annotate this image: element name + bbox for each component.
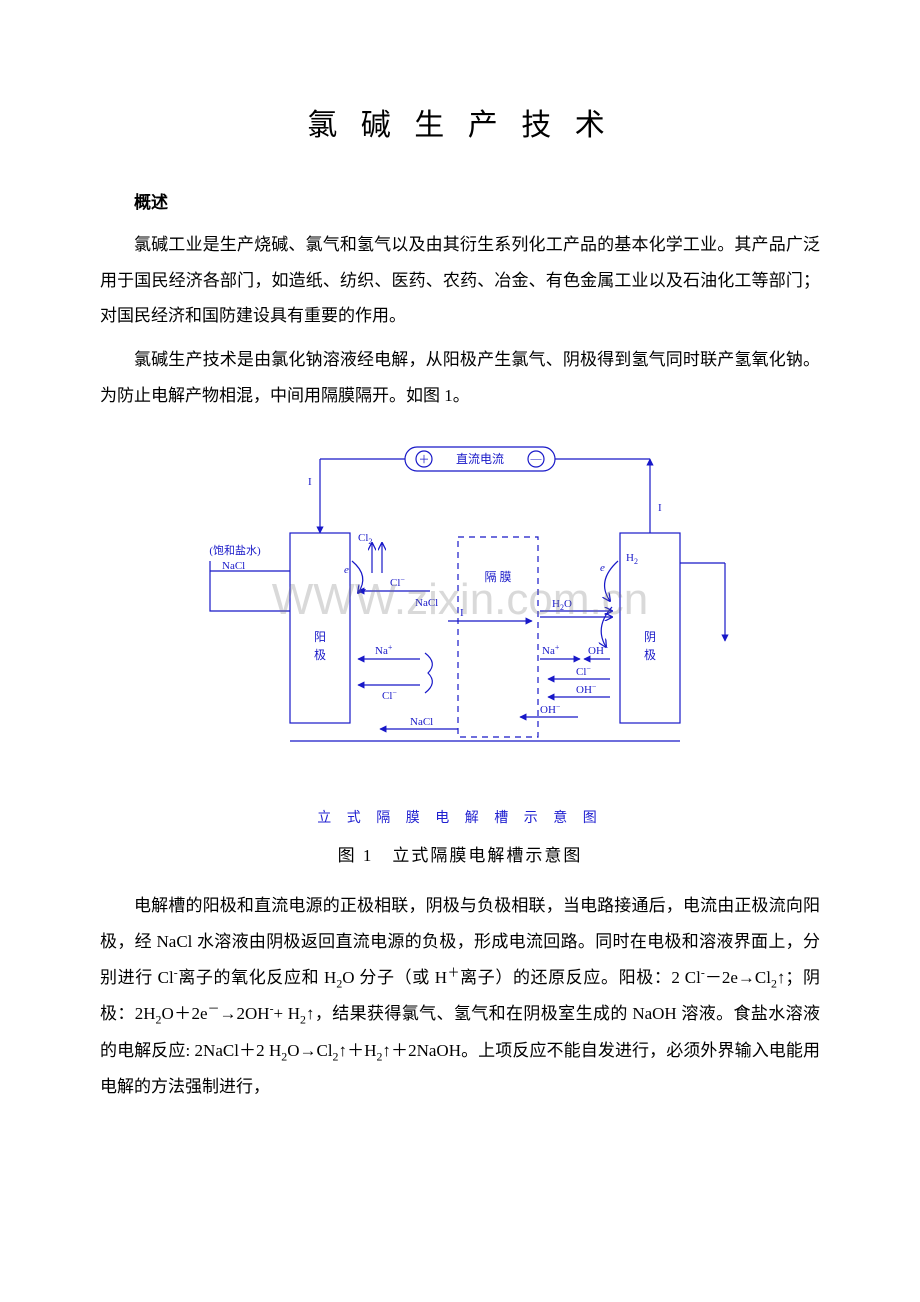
minus-label: — xyxy=(530,453,543,465)
oh-2-label: OH− xyxy=(576,682,597,696)
page-title: 氯 碱 生 产 技 术 xyxy=(100,100,820,144)
cathode-label-2: 极 xyxy=(644,648,656,662)
paragraph-2: 氯碱生产技术是由氯化钠溶液经电解，从阳极产生氯气、阴极得到氢气同时联产氢氧化钠。… xyxy=(100,342,820,413)
nacl-left-label: NaCl xyxy=(222,560,245,572)
membrane-label: 隔 膜 xyxy=(484,570,511,584)
na-right-label: Na+ xyxy=(542,643,560,657)
cl2-label: Cl2 xyxy=(358,532,372,546)
diagram-container: ＋ — 直流电流 I I 阳 极 阴 极 xyxy=(100,441,820,827)
plus-label: ＋ xyxy=(419,454,430,466)
oh-1-label: OH− xyxy=(588,643,609,657)
h2o-label: H2O xyxy=(552,598,572,612)
paragraph-1: 氯碱工业是生产烧碱、氯气和氢气以及由其衍生系列化工产品的基本化学工业。其产品广泛… xyxy=(100,227,820,334)
document-page: 氯 碱 生 产 技 术 概述 氯碱工业是生产烧碱、氯气和氢气以及由其衍生系列化工… xyxy=(0,0,920,1173)
figure-caption: 图 1 立式隔膜电解槽示意图 xyxy=(100,841,820,866)
cl-right-label: Cl− xyxy=(576,664,591,678)
cl-minus-anode: Cl− xyxy=(390,575,405,589)
nacl-mid-label: NaCl xyxy=(415,597,438,609)
I-right-top-label: I xyxy=(658,502,662,514)
section-heading: 概述 xyxy=(100,188,820,213)
brine-label: (饱和盐水) xyxy=(209,543,261,557)
electrolysis-diagram: ＋ — 直流电流 I I 阳 极 阴 极 xyxy=(180,441,740,801)
nacl-bottom-label: NaCl xyxy=(410,716,433,728)
na-left-label: Na+ xyxy=(375,643,393,657)
I-left-label: I xyxy=(308,476,312,488)
anode-label-1: 阳 xyxy=(314,630,326,644)
paragraph-3: 电解槽的阳极和直流电源的正极相联，阴极与负极相联，当电路接通后，电流由正极流向阳… xyxy=(100,888,820,1104)
cathode-label-1: 阴 xyxy=(644,630,656,644)
h2-label: H2 xyxy=(626,552,638,566)
oh-3-label: OH− xyxy=(540,702,561,716)
anode-label-2: 极 xyxy=(314,648,326,662)
cl-left-label: Cl− xyxy=(382,688,397,702)
dc-current-label: 直流电流 xyxy=(456,452,504,466)
diagram-caption-blue: 立 式 隔 膜 电 解 槽 示 意 图 xyxy=(317,807,603,827)
e-cathode-label: e xyxy=(600,562,605,574)
e-anode-label: e xyxy=(344,564,349,576)
I-mid-label: I xyxy=(460,607,464,619)
